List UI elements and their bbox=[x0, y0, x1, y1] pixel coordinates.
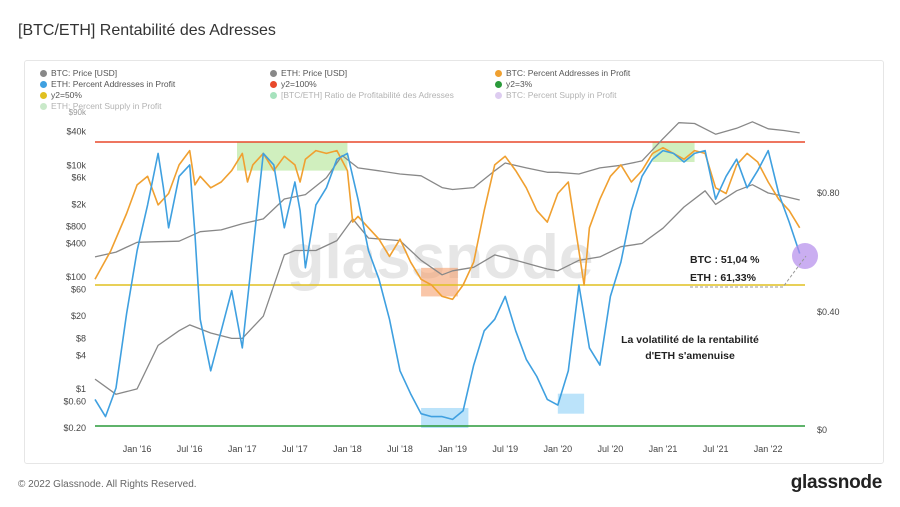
legend-label: [BTC/ETH] Ratio de Profitabilité des Adr… bbox=[281, 90, 454, 100]
legend-item[interactable]: ETH: Percent Addresses in Profit bbox=[40, 79, 175, 89]
legend-item[interactable]: ETH: Percent Supply in Profit bbox=[40, 101, 162, 111]
legend-item[interactable]: y2=3% bbox=[495, 79, 532, 89]
x-axis: Jan '16 Jul '16 Jan '17 Jul '17 Jan '18 Jul '… bbox=[123, 444, 783, 454]
highlight-box bbox=[237, 142, 348, 171]
legend-label: y2=100% bbox=[281, 79, 317, 89]
legend-dot-icon bbox=[40, 91, 47, 99]
y-axis-right: $0.80 $0.40 $0 bbox=[817, 188, 840, 435]
legend-dot-icon bbox=[495, 91, 502, 99]
x-tick-label: Jan '18 bbox=[333, 444, 362, 454]
legend-dot-icon bbox=[495, 80, 502, 88]
y-tick-label: $1 bbox=[76, 384, 86, 394]
y-tick-label: $6k bbox=[71, 173, 86, 183]
legend-item[interactable]: y2=100% bbox=[270, 79, 317, 89]
legend-dot-icon bbox=[270, 91, 277, 99]
series-line bbox=[94, 121, 800, 258]
y-tick-label: $20 bbox=[71, 311, 86, 321]
y-tick-label: $10k bbox=[66, 160, 86, 170]
legend-label: ETH: Percent Addresses in Profit bbox=[51, 79, 176, 89]
legend-dot-icon bbox=[270, 80, 277, 88]
y-tick-label: $40k bbox=[66, 127, 86, 137]
y-tick-label: $400 bbox=[66, 238, 86, 248]
legend-item[interactable]: BTC: Percent Addresses in Profit bbox=[495, 68, 630, 78]
y-right-tick-label: $0.80 bbox=[817, 188, 840, 198]
y-right-tick-label: $0 bbox=[817, 425, 827, 435]
legend-label: y2=3% bbox=[506, 79, 533, 89]
legend-label: BTC: Percent Supply in Profit bbox=[506, 90, 617, 100]
x-tick-label: Jul '18 bbox=[387, 444, 413, 454]
x-tick-label: Jan '17 bbox=[228, 444, 257, 454]
note-line-2: d'ETH s'amenuise bbox=[645, 350, 735, 362]
y-tick-label: $60 bbox=[71, 285, 86, 295]
x-tick-label: Jul '21 bbox=[703, 444, 729, 454]
legend-item[interactable]: [BTC/ETH] Ratio de Profitabilité des Adr… bbox=[270, 90, 454, 100]
legend-item[interactable]: BTC: Percent Supply in Profit bbox=[495, 90, 617, 100]
legend-item[interactable]: ETH: Price [USD] bbox=[270, 68, 347, 78]
legend-dot-icon bbox=[40, 102, 47, 110]
y-tick-label: $2k bbox=[71, 199, 86, 209]
legend-dot-icon bbox=[270, 69, 277, 77]
y-tick-label: $90k bbox=[69, 108, 87, 117]
annotation-pointer bbox=[690, 255, 807, 288]
btc-annotation: BTC : 51,04 % bbox=[690, 254, 760, 266]
legend-dot-icon bbox=[40, 80, 47, 88]
y-axis-left: $40k $10k $6k $2k $800 $400 $100 $60 $20 $8 $4 $1 $0… bbox=[63, 108, 87, 433]
y-tick-label: $0.60 bbox=[63, 396, 86, 406]
highlight-boxes bbox=[237, 142, 695, 428]
y-tick-label: $0.20 bbox=[63, 423, 86, 433]
y-tick-label: $100 bbox=[66, 272, 86, 282]
legend-item[interactable]: BTC: Price [USD] bbox=[40, 68, 117, 78]
series-lines bbox=[94, 121, 801, 421]
legend-item[interactable]: y2=50% bbox=[40, 90, 82, 100]
legend-dot-icon bbox=[495, 69, 502, 77]
legend-label: BTC: Price [USD] bbox=[51, 68, 118, 78]
highlight-box bbox=[557, 393, 585, 414]
x-tick-label: Jan '21 bbox=[649, 444, 678, 454]
x-tick-label: Jan '19 bbox=[438, 444, 467, 454]
x-tick-label: Jul '20 bbox=[598, 444, 624, 454]
x-tick-label: Jul '19 bbox=[492, 444, 518, 454]
legend-label: BTC: Percent Addresses in Profit bbox=[506, 68, 631, 78]
series-line bbox=[94, 184, 800, 395]
annotations: BTC : 51,04 % ETH : 61,33% La volatilité d… bbox=[621, 243, 818, 362]
y-tick-label: $4 bbox=[76, 350, 86, 360]
page-title: [BTC/ETH] Rentabilité des Adresses bbox=[18, 22, 276, 39]
x-tick-label: Jan '16 bbox=[123, 444, 152, 454]
y-right-tick-label: $0.40 bbox=[817, 307, 840, 317]
x-tick-label: Jan '22 bbox=[754, 444, 783, 454]
note-line-1: La volatilité de la rentabilité bbox=[621, 334, 759, 346]
y-tick-label: $8 bbox=[76, 333, 86, 343]
y-tick-label: $800 bbox=[66, 222, 86, 232]
footer-logo: glassnode bbox=[790, 472, 883, 493]
legend-label: ETH: Price [USD] bbox=[281, 68, 348, 78]
x-tick-label: Jan '20 bbox=[543, 444, 572, 454]
reference-lines bbox=[95, 141, 805, 427]
current-value-marker bbox=[792, 243, 818, 269]
series-line bbox=[94, 149, 801, 421]
legend-label: y2=50% bbox=[51, 90, 82, 100]
x-tick-label: Jul '16 bbox=[177, 444, 203, 454]
chart-panel bbox=[24, 60, 884, 464]
legend-label: ETH: Percent Supply in Profit bbox=[51, 101, 162, 111]
legend-dot-icon bbox=[40, 69, 47, 77]
eth-annotation: ETH : 61,33% bbox=[690, 272, 757, 284]
x-tick-label: Jul '17 bbox=[282, 444, 308, 454]
footer-copyright: © 2022 Glassnode. All Rights Reserved. bbox=[18, 479, 197, 490]
